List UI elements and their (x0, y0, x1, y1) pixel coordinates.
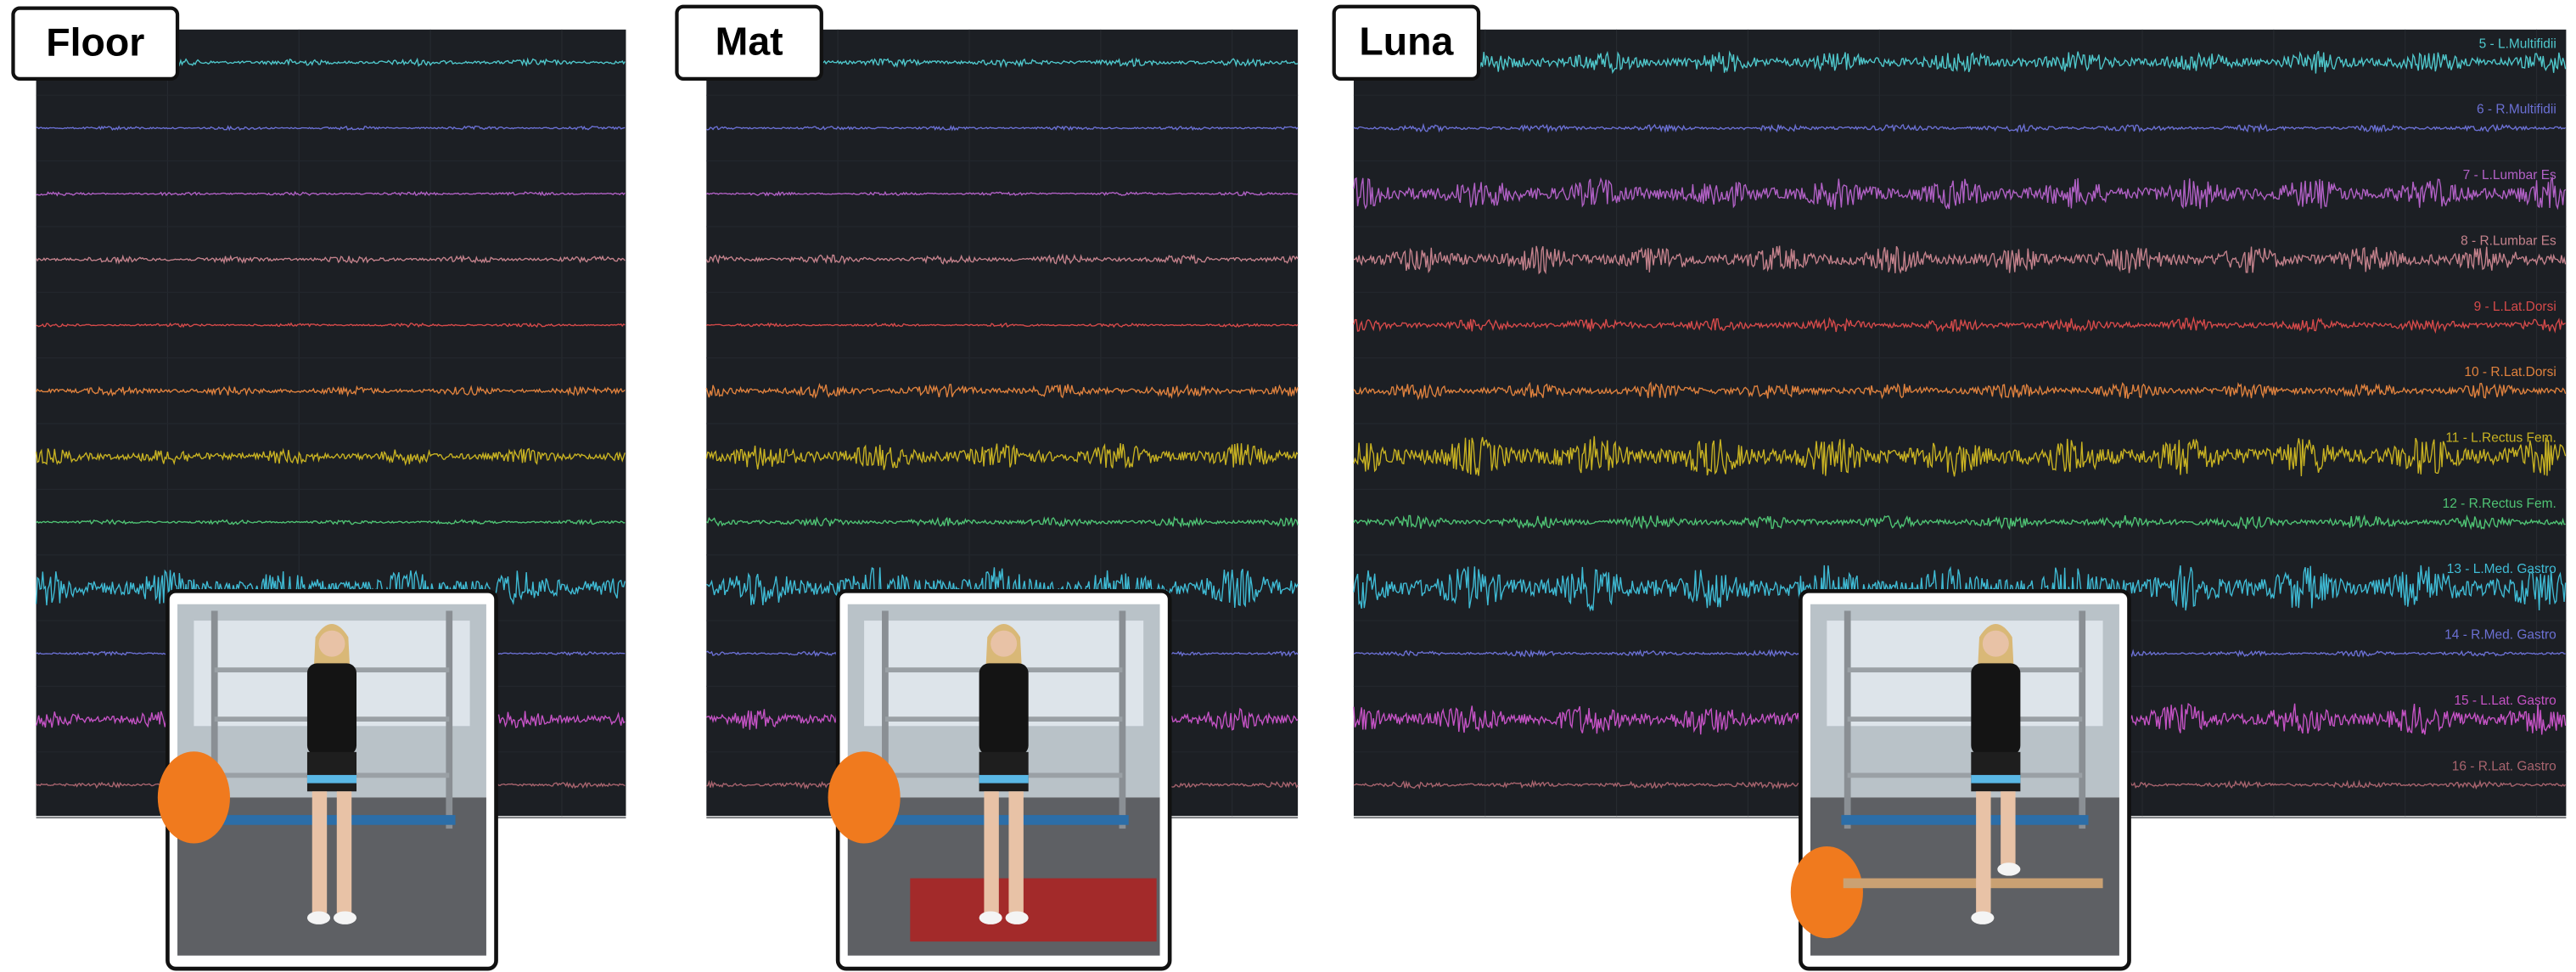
person-shorts (979, 752, 1029, 791)
rig-bar (1848, 773, 2083, 778)
luna-platform (1844, 879, 2103, 889)
page: Floor Mat 5 - L.Multifidii 6 - R.Multifidii… (0, 0, 2576, 972)
channel-label: 10 - R.Lat.Dorsi (2464, 365, 2556, 379)
emg-band (1971, 775, 2020, 784)
emg-band (307, 775, 356, 784)
person-leg (337, 791, 351, 913)
channel-label: 12 - R.Rectus Fem. (2443, 497, 2556, 511)
person-shorts (1971, 752, 2020, 791)
person-shoe (1997, 862, 2020, 875)
photo-window (1827, 621, 2102, 726)
person-leg (984, 791, 998, 913)
panel-title: Mat (716, 19, 783, 63)
rig-base (208, 815, 455, 825)
photo (158, 591, 497, 969)
person-shoe (334, 911, 356, 924)
figure: Floor Mat 5 - L.Multifidii 6 - R.Multifidii… (0, 0, 2576, 972)
rig-base (879, 815, 1129, 825)
rig-bar (1848, 667, 2083, 672)
person-leg (1976, 791, 1990, 913)
channel-label: 13 - L.Med. Gastro (2447, 562, 2556, 576)
chair (158, 751, 230, 843)
person-head (991, 631, 1017, 657)
channel-label: 7 - L.Lumbar Es (2463, 168, 2556, 183)
person-torso (979, 663, 1029, 755)
rig-base (1841, 815, 2088, 825)
channel-label: 5 - L.Multifidii (2479, 37, 2556, 51)
photo (828, 591, 1170, 969)
channel-label: 8 - R.Lumbar Es (2461, 233, 2556, 248)
channel-label: 9 - L.Lat.Dorsi (2474, 300, 2556, 314)
person-leg (312, 791, 327, 913)
person-leg (1008, 791, 1023, 913)
chair (828, 751, 901, 843)
person-shorts (307, 752, 356, 791)
rig-bar (1848, 716, 2083, 722)
panel-title: Luna (1359, 19, 1454, 63)
panel-title: Floor (46, 20, 144, 64)
mat (910, 879, 1156, 942)
channel-label: 15 - L.Lat. Gastro (2454, 694, 2556, 708)
chair (1791, 846, 1863, 938)
person-shoe (307, 911, 330, 924)
person-torso (1971, 663, 2020, 755)
person-head (1983, 631, 2009, 657)
person-shoe (1006, 911, 1029, 924)
channel-label: 11 - L.Rectus Fem. (2445, 431, 2556, 446)
person-leg (2001, 791, 2015, 864)
channel-label: 16 - R.Lat. Gastro (2452, 759, 2556, 773)
person-head (319, 631, 345, 657)
emg-band (979, 775, 1029, 784)
person-torso (307, 663, 356, 755)
channel-label: 14 - R.Med. Gastro (2444, 628, 2556, 643)
person-shoe (979, 911, 1002, 924)
channel-label: 6 - R.Multifidii (2477, 103, 2556, 117)
photo (1791, 591, 2130, 969)
person-shoe (1971, 911, 1994, 924)
